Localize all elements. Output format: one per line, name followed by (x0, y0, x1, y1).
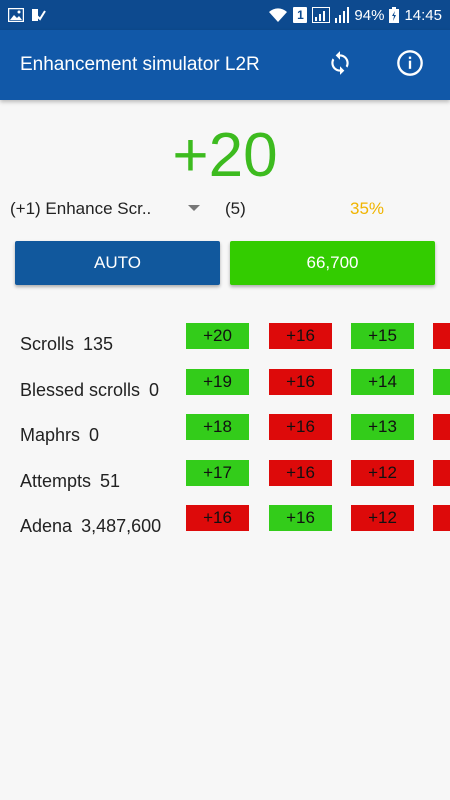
refresh-button[interactable] (320, 45, 360, 85)
battery-percent: 94% (354, 6, 385, 24)
history-cell-red (433, 459, 450, 486)
stat-adena: Adena 3,487,600 (20, 504, 161, 550)
info-icon (396, 49, 424, 82)
history-cell-red (433, 323, 450, 349)
history-cell-red: +12 (351, 505, 414, 531)
history-cell-red: +16 (269, 368, 332, 395)
history-cell-green: +18 (186, 414, 249, 440)
download-check-icon (30, 7, 46, 23)
history-cell-green: +15 (351, 323, 414, 349)
enhancement-level: +20 (172, 121, 278, 190)
history-row: +19 +16 +14 (186, 368, 450, 415)
scroll-type-dropdown[interactable]: (+1) Enhance Scr.. (10, 196, 210, 222)
stat-label: Attempts (20, 470, 92, 491)
auto-button[interactable]: AUTO (15, 241, 220, 285)
scroll-count: (5) (225, 199, 246, 218)
scroll-selector-row: (+1) Enhance Scr.. (5) 35% (10, 196, 440, 222)
stat-scrolls: Scrolls 135 (20, 322, 161, 368)
history-row: +17 +16 +12 (186, 459, 450, 506)
history-cell-red (433, 505, 450, 531)
history-cell-red (433, 414, 450, 440)
status-bar: 1 94% 14:45 (0, 0, 450, 30)
stat-value: 0 (89, 425, 100, 446)
stat-value: 135 (83, 334, 114, 355)
stat-blessed-scrolls: Blessed scrolls 0 (20, 368, 161, 414)
info-button[interactable] (390, 45, 430, 85)
stat-label: Blessed scrolls (20, 379, 141, 400)
history-cell-red: +16 (186, 505, 249, 531)
history-cell-red: +16 (269, 323, 332, 349)
history-row: +18 +16 +13 (186, 414, 450, 460)
app-bar: Enhancement simulator L2R (0, 30, 450, 100)
stat-attempts: Attempts 51 (20, 459, 161, 505)
history-row: +20 +16 +15 (186, 323, 450, 369)
history-cell-red: +12 (351, 459, 414, 486)
battery-icon (389, 7, 400, 23)
stat-label: Adena (20, 516, 73, 537)
app-title: Enhancement simulator L2R (20, 54, 260, 75)
success-chance: 35% (350, 199, 385, 218)
dropdown-arrow-icon (188, 205, 200, 211)
scroll-type-label: (+1) Enhance Scr.. (10, 199, 152, 218)
history-cell-green: +16 (269, 505, 332, 531)
stat-maphrs: Maphrs 0 (20, 413, 161, 459)
enhance-button[interactable]: 66,700 (230, 241, 435, 285)
signal-box-icon (312, 7, 331, 23)
history-cell-red: +16 (269, 459, 332, 486)
history-row: +16 +16 +12 (186, 505, 450, 533)
history-cell-green: +19 (186, 368, 249, 395)
stats-list: Scrolls 135 Blessed scrolls 0 Maphrs 0 A… (20, 322, 161, 550)
history-cell-green: +20 (186, 323, 249, 349)
wifi-icon (268, 7, 288, 23)
refresh-icon (327, 50, 353, 81)
stat-value: 0 (149, 379, 160, 400)
history-cell-green (433, 368, 450, 395)
clock: 14:45 (404, 6, 442, 24)
stat-label: Scrolls (20, 334, 75, 355)
history-cell-red: +16 (269, 414, 332, 440)
history-cell-green: +14 (351, 368, 414, 395)
stat-value: 51 (100, 470, 121, 491)
gallery-icon (8, 8, 24, 22)
stat-value: 3,487,600 (81, 516, 162, 537)
history-cell-green: +13 (351, 414, 414, 440)
enhancement-history: +20 +16 +15 +19 +16 +14 +18 +16 +13 +17 +16 +12 +16 +… (186, 323, 450, 533)
signal-icon (335, 7, 350, 23)
history-cell-green: +17 (186, 459, 249, 486)
stat-label: Maphrs (20, 425, 81, 446)
sim-badge: 1 (293, 7, 308, 23)
